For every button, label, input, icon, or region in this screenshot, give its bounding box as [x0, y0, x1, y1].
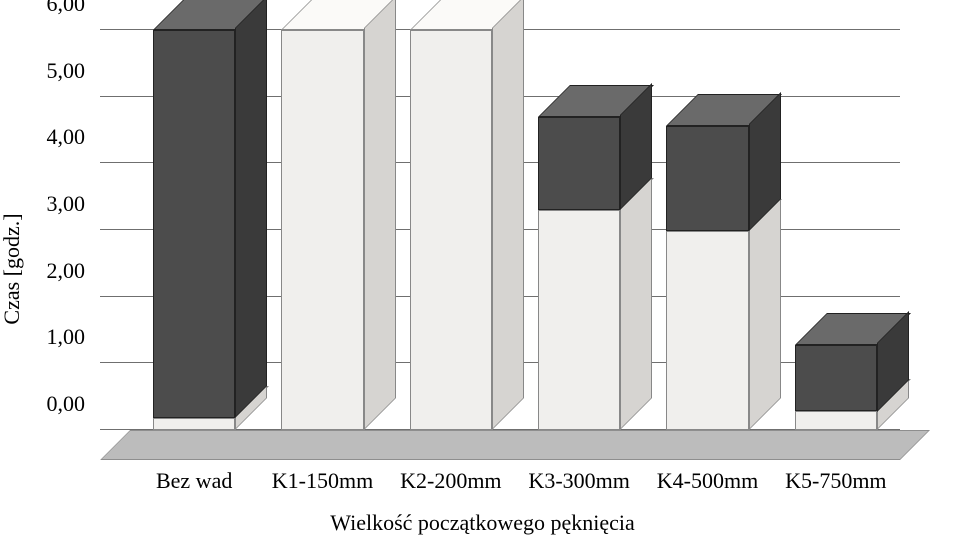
bar-front-face: [795, 345, 877, 412]
bar-segment: [281, 30, 363, 430]
y-tick-label: 6,00: [47, 0, 86, 17]
y-tick-label: 0,00: [47, 391, 86, 417]
bar-side-face: [235, 0, 267, 418]
y-axis-label: Czas [godz.]: [0, 213, 25, 324]
bar-segment: [795, 345, 877, 412]
y-tick-label: 1,00: [47, 324, 86, 350]
bar-front-face: [666, 231, 748, 430]
x-axis-label: Wielkość początkowego pęknięcia: [330, 510, 635, 536]
bar-side-face: [364, 0, 396, 430]
bar-front-face: [410, 30, 492, 430]
plot-area: 0,001,002,003,004,005,006,00 Bez wadK1-1…: [130, 30, 930, 460]
bar-front-face: [153, 30, 235, 418]
bar-segment: [795, 411, 877, 430]
bar-front-face: [666, 126, 748, 231]
y-tick-label: 3,00: [47, 191, 86, 217]
bar-side-face: [749, 197, 781, 430]
bar-segment: [666, 126, 748, 231]
y-tick-label: 5,00: [47, 58, 86, 84]
bar-side-face: [620, 176, 652, 430]
bar-segment: [153, 418, 235, 430]
x-tick-label: Bez wad: [156, 468, 232, 494]
bar-front-face: [795, 411, 877, 430]
chart-container: Czas [godz.] Wielkość początkowego pękni…: [0, 0, 965, 538]
x-tick-label: K5-750mm: [785, 468, 886, 494]
bar-front-face: [538, 117, 620, 210]
bar-front-face: [538, 210, 620, 430]
bar-segment: [410, 30, 492, 430]
bar-segment: [538, 210, 620, 430]
bars-group: [130, 30, 900, 460]
bar-front-face: [281, 30, 363, 430]
x-tick-label: K4-500mm: [657, 468, 758, 494]
y-tick-label: 2,00: [47, 258, 86, 284]
bar-side-face: [492, 0, 524, 430]
bar-front-face: [153, 418, 235, 430]
bar-segment: [538, 117, 620, 210]
x-tick-label: K3-300mm: [528, 468, 629, 494]
x-tick-label: K1-150mm: [272, 468, 373, 494]
x-tick-label: K2-200mm: [400, 468, 501, 494]
bar-segment: [153, 30, 235, 418]
y-tick-label: 4,00: [47, 124, 86, 150]
bar-segment: [666, 231, 748, 430]
